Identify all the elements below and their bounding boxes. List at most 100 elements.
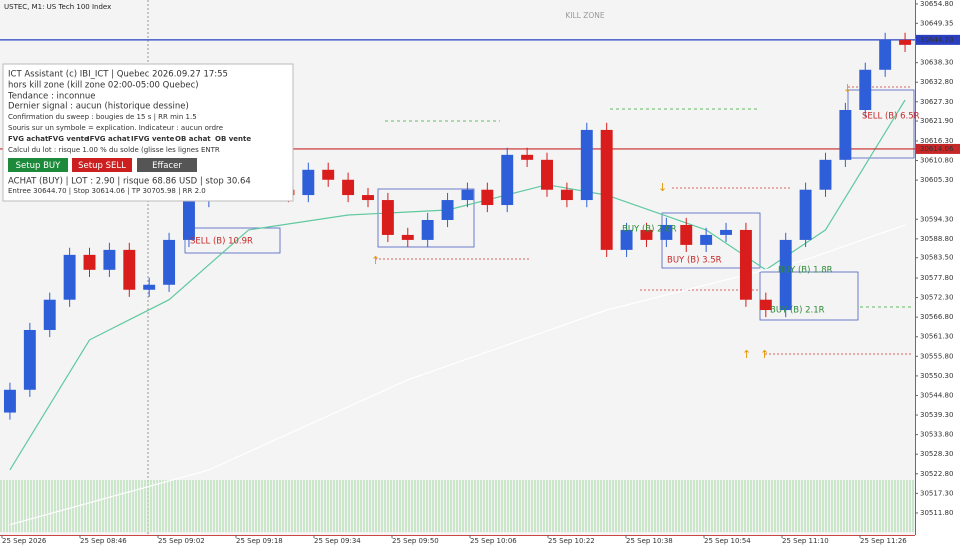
y-tick-label: 30517.30 [920,489,953,497]
zone-label: KILL ZONE [565,11,605,20]
candle-body [481,189,494,206]
x-tick-label: 25 Sep 10:38 [626,537,673,545]
candle-body [441,200,454,220]
zones [184,86,915,355]
candle-body [461,189,474,201]
button[interactable]: Setup BUY [8,158,68,172]
moving-average [9,224,906,526]
candle-body [63,254,76,300]
y-tick-label: 30572.30 [920,294,953,302]
candle-body [163,239,176,285]
button[interactable]: Setup SELL [72,158,132,172]
x-tick-label: 25 Sep 09:50 [392,537,439,545]
panel-title: ICT Assistant (c) IBI_ICT | Quebec 2026.… [8,70,228,80]
annotation: SELL (B) 6.5R [862,112,920,122]
annotation: SELL (B) 10.9R [190,237,253,247]
candle-body [103,249,116,270]
candle-body [739,229,752,300]
y-tick-label: 30616.30 [920,137,953,145]
candle-body [322,169,335,180]
legend-item: OB vente [215,135,251,143]
x-tick-label: 25 Sep 09:18 [236,537,283,545]
zone-box [661,212,761,269]
y-tick-label: 30550.30 [920,372,953,380]
x-tick-label: 25 Sep 2026 [2,537,47,545]
y-tick-label: 30577.80 [920,274,953,282]
arrow-down: ↓ [658,181,667,194]
arrow-up: ↑ [742,348,751,361]
candle-body [759,299,772,311]
x-tick-label: 25 Sep 11:26 [860,537,907,545]
x-tick-label: 25 Sep 10:06 [470,537,517,545]
button-bg[interactable] [137,158,197,172]
y-tick-label: 30588.80 [920,235,953,243]
y-tick-label: 30528.30 [920,450,953,458]
moving-average [9,99,906,471]
candle-body [143,284,156,290]
button-label[interactable]: Setup BUY [16,161,61,171]
candle-body [381,200,394,235]
candle-body [640,229,653,240]
y-tick-label: 30610.80 [920,157,953,165]
button-bg[interactable] [8,158,68,172]
x-tick-label: 25 Sep 09:34 [314,537,361,545]
panel-line: Dernier signal : aucun (historique dessi… [8,102,189,112]
y-tick-label: 30594.30 [920,215,953,223]
y-tick-label: 30511.80 [920,509,953,517]
legend-item: FVG vente [48,135,89,143]
candle-body [660,224,673,240]
candle-body [362,195,374,201]
candle-body [560,189,573,201]
legend-item: IFVG vente [131,135,175,143]
candle-body [819,159,832,190]
y-tick-label: 30605.30 [920,176,953,184]
candle-body [43,299,56,330]
arrows: ↑ ↑ ↑ ↓ ↓ [371,82,852,361]
zone-box [759,271,859,321]
button-bg[interactable] [72,158,132,172]
candle-body [183,200,195,240]
button-label[interactable]: Setup SELL [78,161,126,171]
y-tick-label: 30544.80 [920,391,953,399]
candle-body [779,239,792,311]
x-tick-label: 25 Sep 08:46 [80,537,127,545]
panel-line: Confirmation du sweep : bougies de 15 s … [8,113,197,121]
legend-item: IFVG achat [87,135,131,143]
info-panel: ICT Assistant (c) IBI_ICT | Quebec 2026.… [2,63,294,202]
price-level-label: 30644.70 [920,36,953,44]
price-level-label: 30614.06 [920,145,954,153]
data-layer [0,32,915,526]
y-tick-label: 30649.35 [920,19,953,27]
order-line: ACHAT (BUY) | LOT : 2.90 | risque 68.86 … [8,177,251,187]
y-tick-label: 30632.80 [920,78,953,86]
button[interactable]: Effacer [137,158,197,172]
prices-line: Entree 30644.70 | Stop 30614.06 | TP 307… [8,187,206,195]
legend-item: OB achat [175,135,211,143]
legend-item: FVG achat [8,135,49,143]
candle-body [401,234,414,240]
candle-body [521,154,534,160]
candle-body [501,154,514,206]
x-tick-label: 25 Sep 11:10 [782,537,829,545]
button-label[interactable]: Effacer [152,161,182,171]
zone-box [377,188,475,248]
candle-body [23,329,36,390]
arrow-up: ↑ [371,254,380,267]
symbol-title: USTEC, M1: US Tech 100 Index [4,3,111,11]
candle-body [859,69,872,110]
arrow-down: ↓ [843,82,852,95]
price-axis-background [915,0,960,546]
candle-body [3,389,16,413]
candle-body [123,249,136,290]
candle-body [700,234,713,245]
annotation: BUY (B) 2.6R [622,225,677,235]
candle-body [83,254,96,270]
x-tick-label: 25 Sep 10:54 [704,537,751,545]
candle-body [879,39,892,70]
y-tick-label: 30638.30 [920,59,953,67]
y-tick-label: 30566.80 [920,313,953,321]
y-tick-label: 30539.30 [920,411,953,419]
arrow-up: ↑ [760,348,769,361]
y-tick-label: 30627.30 [920,98,953,106]
